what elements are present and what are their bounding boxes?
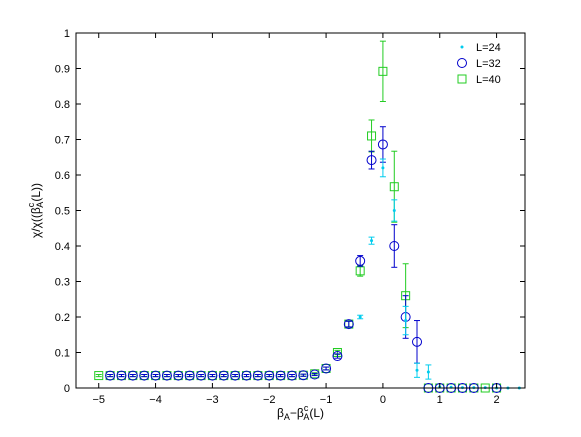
data-point (127, 370, 138, 381)
legend-marker (460, 45, 464, 49)
data-point (218, 370, 229, 381)
data-point (367, 131, 377, 141)
data-marks (94, 40, 521, 393)
data-point (230, 370, 241, 381)
data-point (196, 370, 207, 381)
legend-label: L=32 (476, 58, 501, 70)
data-point (94, 371, 104, 381)
data-point (377, 139, 388, 150)
data-point (150, 370, 161, 381)
x-tick-label: 0 (380, 394, 386, 406)
data-point (286, 370, 297, 381)
legend-label: L=40 (476, 74, 501, 86)
y-tick-label: 0.5 (55, 206, 70, 218)
y-tick-label: 0.3 (55, 277, 70, 289)
data-point (184, 370, 195, 381)
legend-marker (457, 58, 467, 68)
data-point (392, 209, 396, 212)
x-tick-label: 2 (494, 394, 500, 406)
data-point (105, 370, 116, 381)
data-point (370, 239, 374, 243)
y-axis-label: χ/χ((βcA(L)) (26, 183, 45, 238)
legend-box (448, 38, 520, 88)
data-point (366, 155, 377, 166)
data-point (207, 370, 218, 381)
data-point (161, 370, 172, 381)
data-point (116, 370, 127, 381)
data-point (241, 370, 252, 381)
data-point (355, 266, 365, 276)
data-point (389, 241, 400, 251)
legend: L=24 L=32 L=40 (448, 38, 520, 88)
y-tick-label: 0.2 (55, 312, 70, 324)
legend-label: L=24 (476, 42, 501, 54)
y-tick-label: 0.8 (55, 99, 70, 111)
series-l-24 (357, 158, 521, 390)
data-point (309, 369, 320, 380)
data-point (378, 66, 388, 76)
data-point (412, 336, 423, 347)
y-tick-label: 0.1 (55, 348, 70, 360)
data-point (173, 370, 184, 381)
data-point (415, 368, 419, 372)
x-axis-label: βA−βc A(L) (277, 403, 324, 422)
data-point (264, 370, 275, 381)
x-tick-label: −3 (206, 394, 219, 406)
y-tick-label: 1 (64, 28, 70, 40)
y-tick-label: 0.7 (55, 135, 70, 147)
y-tick-label: 0 (64, 383, 70, 395)
data-point (389, 182, 399, 192)
data-point (343, 319, 354, 330)
data-point (332, 351, 343, 362)
axis-ticks: −5 −4 −3 −2 −1 0 1 2 0 0.1 0.2 0.3 0.4 0.5 0.6 0.7 0.8 0.… (55, 28, 525, 406)
y-tick-label: 0.9 (55, 64, 70, 76)
data-point (321, 363, 332, 374)
x-tick-label: −2 (263, 394, 276, 406)
y-tick-label: 0.6 (55, 170, 70, 182)
data-point (358, 315, 362, 319)
data-point (275, 370, 286, 381)
x-tick-label: −1 (320, 394, 333, 406)
data-point (139, 370, 150, 381)
x-tick-label: 1 (437, 394, 443, 406)
data-point (298, 370, 309, 381)
data-point (381, 166, 385, 170)
x-tick-label: −4 (149, 394, 162, 406)
data-point (252, 370, 263, 381)
y-tick-label: 0.4 (55, 241, 70, 253)
data-point (426, 370, 430, 374)
data-point (404, 319, 408, 323)
data-point (355, 255, 366, 266)
x-tick-label: −5 (92, 394, 105, 406)
legend-marker (457, 74, 467, 84)
